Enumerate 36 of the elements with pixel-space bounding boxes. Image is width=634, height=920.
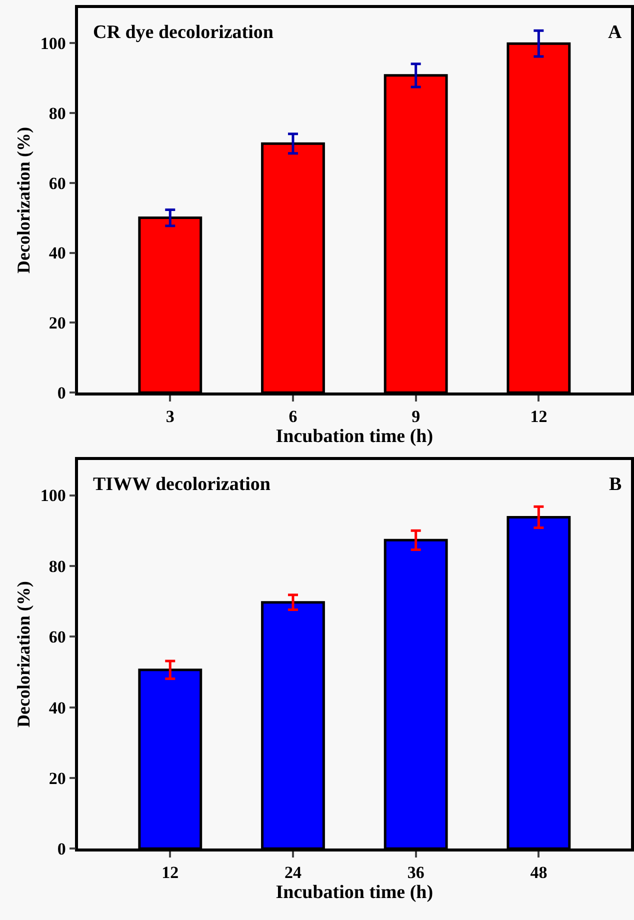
y-axis-title: Decolorization (%) xyxy=(14,127,34,274)
x-tick-label: 48 xyxy=(530,862,548,882)
bar xyxy=(506,42,571,393)
y-tick-label: 40 xyxy=(48,698,66,718)
y-tick-label: 0 xyxy=(57,384,66,403)
y-tick-label: 100 xyxy=(40,486,66,506)
x-tick-label: 12 xyxy=(530,406,548,426)
y-tick-label: 60 xyxy=(48,628,66,647)
y-tick-label: 100 xyxy=(40,34,66,53)
text: CR dye decolorization xyxy=(93,22,274,43)
bar xyxy=(261,142,325,393)
y-tick-label: 0 xyxy=(57,840,66,859)
x-tick-label: 12 xyxy=(162,862,179,882)
x-axis-title: Incubation time (h) xyxy=(276,426,434,447)
bar xyxy=(384,74,448,393)
y-tick-label: 40 xyxy=(48,244,66,263)
bar xyxy=(506,516,571,849)
bar xyxy=(261,601,325,849)
x-tick-label: 3 xyxy=(166,406,174,426)
y-tick-label: 20 xyxy=(48,314,66,333)
x-tick-label: 9 xyxy=(412,406,420,426)
annotation: B xyxy=(609,474,622,495)
y-tick-label: 60 xyxy=(48,174,66,193)
annotation: A xyxy=(608,22,622,43)
y-tick-label: 80 xyxy=(48,556,66,576)
x-tick-label: 6 xyxy=(288,406,298,426)
bar xyxy=(138,216,202,393)
text: TIWW decolorization xyxy=(93,474,271,495)
x-tick-label: 24 xyxy=(284,862,302,882)
x-tick-label: 36 xyxy=(407,862,424,882)
y-tick-label: 20 xyxy=(48,768,66,788)
bar xyxy=(138,668,202,849)
y-tick-label: 80 xyxy=(48,104,66,123)
y-axis-title: Decolorization (%) xyxy=(14,581,34,728)
bar xyxy=(384,538,448,849)
x-axis-title: Incubation time (h) xyxy=(276,882,434,903)
